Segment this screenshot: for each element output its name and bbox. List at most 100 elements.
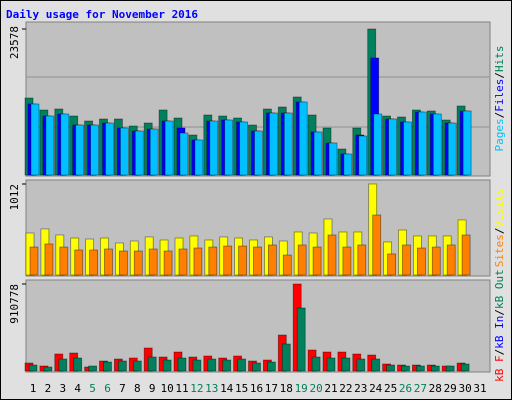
bar [431, 246, 441, 276]
bar [209, 120, 219, 176]
bar [120, 127, 129, 176]
x-tick-label: 27 [414, 382, 427, 395]
bar [327, 234, 337, 276]
bar [104, 248, 113, 276]
bar [312, 246, 322, 276]
bar [103, 361, 112, 372]
bar [162, 359, 172, 372]
bar [178, 248, 188, 276]
bar [28, 364, 38, 372]
x-tick-label: 23 [354, 382, 367, 395]
bar [446, 244, 456, 276]
bar [44, 243, 54, 276]
y-tick-label: 910778 [8, 284, 21, 324]
bar [148, 248, 158, 276]
bar [133, 250, 143, 276]
legend-separator: / [493, 349, 506, 356]
x-tick-label: 16 [250, 382, 263, 395]
x-tick-label: 14 [220, 382, 234, 395]
bar [179, 132, 189, 176]
x-tick-label: 12 [190, 382, 203, 395]
bar [296, 307, 306, 372]
bar [43, 366, 53, 372]
x-tick-label: 7 [119, 382, 126, 395]
bar [403, 121, 412, 176]
x-tick-label: 17 [265, 382, 278, 395]
bar [373, 113, 383, 176]
panel [25, 279, 491, 373]
legend: Pages/Files/Hits [493, 46, 506, 152]
bar [224, 119, 234, 176]
bar [283, 112, 293, 176]
x-tick-label: 29 [444, 382, 457, 395]
x-tick-label: 2 [45, 382, 52, 395]
x-tick-label: 18 [280, 382, 293, 395]
bar [342, 246, 352, 276]
chart-title: Daily usage for November 2016 [6, 8, 198, 21]
x-tick-label: 28 [429, 382, 442, 395]
x-tick-label: 20 [309, 382, 322, 395]
bar [416, 247, 426, 276]
bar [417, 111, 427, 176]
bar [445, 365, 455, 372]
x-tick-label: 26 [399, 382, 412, 395]
bar [239, 121, 249, 176]
bar [119, 250, 128, 276]
legend-entry: Hits [493, 46, 506, 73]
bar [372, 214, 382, 276]
bar [326, 357, 336, 372]
x-tick-label: 19 [295, 382, 308, 395]
bar [90, 124, 99, 176]
bar [328, 142, 338, 176]
bar [177, 357, 187, 372]
bar [73, 357, 83, 372]
bar [402, 244, 411, 276]
bar [430, 365, 440, 372]
bar [371, 358, 381, 372]
bar [59, 246, 69, 276]
bar [60, 113, 70, 176]
bar [164, 120, 174, 176]
bar [149, 128, 159, 176]
bar [237, 358, 247, 372]
bar [223, 245, 233, 276]
bar [58, 358, 68, 372]
x-tick-label: 15 [235, 382, 248, 395]
legend-entry: kB Out [493, 269, 506, 309]
x-tick-label: 5 [89, 382, 96, 395]
bar [134, 130, 144, 176]
x-tick-label: 10 [160, 382, 173, 395]
bar [267, 244, 277, 276]
bar [132, 360, 142, 372]
bar [105, 122, 114, 176]
bar [194, 139, 204, 176]
x-tick-label: 8 [134, 382, 141, 395]
y-tick-label: 23578 [8, 26, 21, 59]
bar [356, 358, 366, 372]
x-tick-label: 9 [149, 382, 156, 395]
legend-entry: kB F [493, 355, 506, 382]
bar [89, 249, 98, 276]
bar [207, 358, 217, 372]
bar [75, 124, 85, 176]
bar [29, 246, 39, 276]
legend-entry: Files [493, 79, 506, 112]
bar [447, 122, 457, 176]
bar [74, 249, 84, 276]
x-tick-label: 6 [104, 382, 111, 395]
bar [358, 135, 368, 176]
x-tick-label: 24 [369, 382, 383, 395]
bar [281, 343, 291, 372]
bar [30, 103, 40, 176]
legend-separator: / [493, 309, 506, 316]
y-tick-label: 1012 [8, 184, 21, 211]
bar [238, 245, 248, 276]
bar [45, 115, 55, 176]
bar [388, 118, 398, 176]
bar [208, 246, 218, 276]
x-tick-label: 25 [384, 382, 397, 395]
legend-entry: Visits [493, 188, 506, 228]
bar [343, 153, 353, 176]
bar [193, 247, 203, 276]
